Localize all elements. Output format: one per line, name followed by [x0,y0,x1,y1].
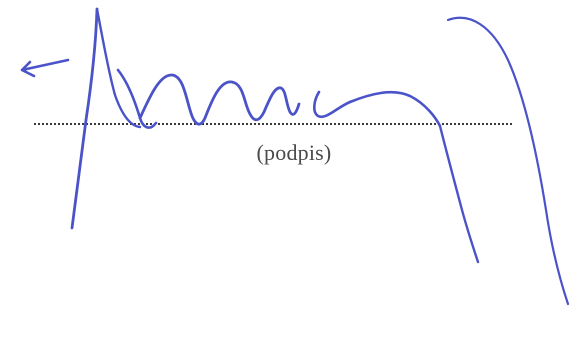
signature-dotted-line [34,123,512,125]
signature-caption: (podpis) [256,140,332,165]
